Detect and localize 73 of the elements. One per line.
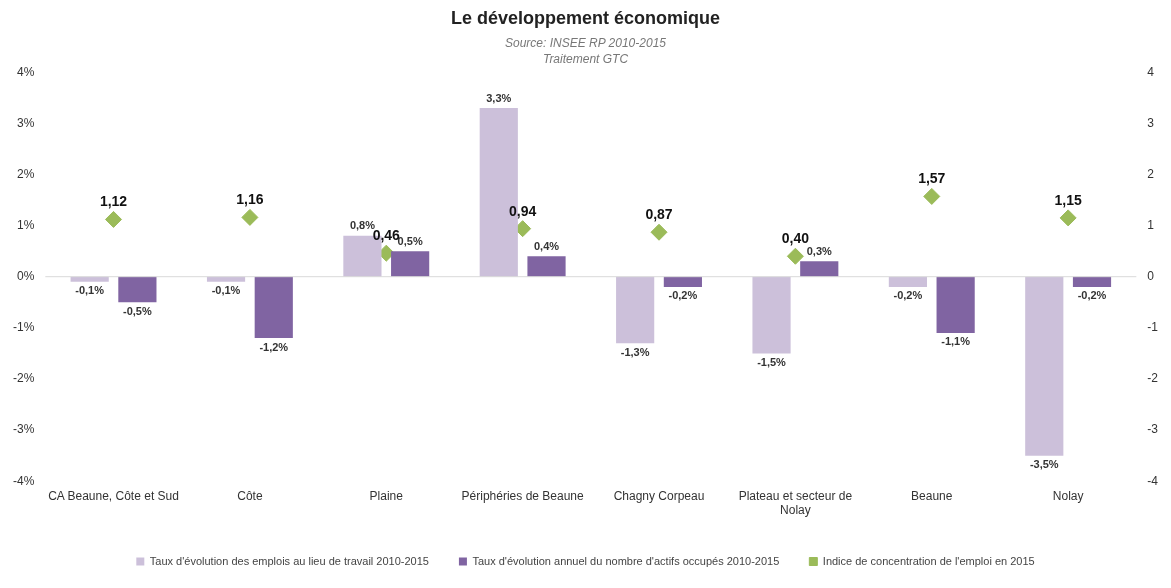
data-label: 1,57 xyxy=(918,170,946,187)
chart-subtitle: Source: INSEE RP 2010-2015 xyxy=(504,36,667,50)
x-tick-label: Périphéries de Beaune xyxy=(461,488,585,503)
bar xyxy=(70,276,109,282)
y-tick-label: 1% xyxy=(17,217,35,232)
y2-tick-label: -3 xyxy=(1147,422,1159,437)
y-tick-label: 0% xyxy=(17,269,35,284)
legend-label: Taux d'évolution annuel du nombre d'actifs occupés 2010-2015 xyxy=(472,554,780,567)
y2-tick-label: 3 xyxy=(1147,115,1155,130)
data-label: -1,2% xyxy=(259,340,289,353)
y-tick-label: 2% xyxy=(17,166,35,181)
y-tick-label: -1% xyxy=(13,320,35,335)
bar xyxy=(1072,276,1112,287)
x-tick-label: Chagny Corpeau xyxy=(613,488,705,503)
y2-tick-label: 0 xyxy=(1147,269,1155,284)
y-tick-label: -2% xyxy=(13,371,35,386)
y2-tick-label: 4 xyxy=(1147,64,1155,79)
chart-title: Le développement économique xyxy=(449,8,722,29)
data-label: -1,5% xyxy=(757,355,787,368)
data-label: -0,1% xyxy=(211,284,241,297)
x-tick-label: Côte xyxy=(237,488,263,503)
point xyxy=(786,247,804,265)
point xyxy=(650,223,668,241)
y-tick-label: 4% xyxy=(17,64,35,79)
data-label: -0,5% xyxy=(123,304,152,317)
bar xyxy=(391,251,430,277)
bar xyxy=(254,276,293,339)
x-tick-label: Plateau et secteur de Nolay xyxy=(738,488,853,518)
point xyxy=(241,208,259,226)
x-tick-label: Nolay xyxy=(1052,488,1084,503)
point xyxy=(923,187,941,205)
data-label: -0,2% xyxy=(1077,289,1107,302)
data-label: 0,87 xyxy=(645,206,673,223)
bar xyxy=(888,276,927,287)
bar xyxy=(800,261,839,277)
y2-tick-label: -4 xyxy=(1147,473,1159,488)
legend-label: Indice de concentration de l'emploi en 2015 xyxy=(822,554,1035,567)
bar xyxy=(752,276,791,354)
x-tick-label: Beaune xyxy=(911,488,953,503)
y-tick-label: -4% xyxy=(13,473,35,488)
y-tick-label: -3% xyxy=(13,422,35,437)
data-label: -1,3% xyxy=(620,345,650,358)
bar xyxy=(118,276,157,303)
data-label: 1,12 xyxy=(99,193,128,210)
y-tick-label: 3% xyxy=(17,115,35,130)
y2-tick-label: -2 xyxy=(1147,371,1159,386)
data-label: -0,2% xyxy=(668,289,698,302)
data-label: -3,5% xyxy=(1029,458,1059,471)
y2-tick-label: 1 xyxy=(1147,217,1155,232)
data-label: 1,15 xyxy=(1054,191,1082,208)
data-label: 0,3% xyxy=(806,244,833,257)
point xyxy=(105,210,123,228)
x-tick-label: CA Beaune, Côte et Sud xyxy=(48,488,179,503)
bar xyxy=(663,276,702,287)
y2-tick-label: 2 xyxy=(1147,166,1155,181)
legend-label: Taux d'évolution des emplois au lieu de travail 2010-2015 xyxy=(149,554,429,567)
data-label: -0,2% xyxy=(893,289,923,302)
bar xyxy=(1025,276,1064,456)
data-label: 1,16 xyxy=(236,191,264,208)
data-label: 0,40 xyxy=(781,230,810,247)
x-tick-label: Plaine xyxy=(369,488,404,503)
bar xyxy=(527,256,566,277)
data-label: -1,1% xyxy=(941,335,971,348)
bar xyxy=(616,276,655,344)
text: Traitement GTC xyxy=(541,52,630,66)
y2-tick-label: -1 xyxy=(1147,320,1159,335)
data-label: 0,94 xyxy=(509,202,537,219)
data-label: 0,4% xyxy=(533,239,560,252)
point xyxy=(1059,209,1077,227)
bar xyxy=(936,276,975,333)
bar xyxy=(206,276,246,282)
data-label: -0,1% xyxy=(75,284,105,297)
data-label: 3,3% xyxy=(486,91,512,104)
